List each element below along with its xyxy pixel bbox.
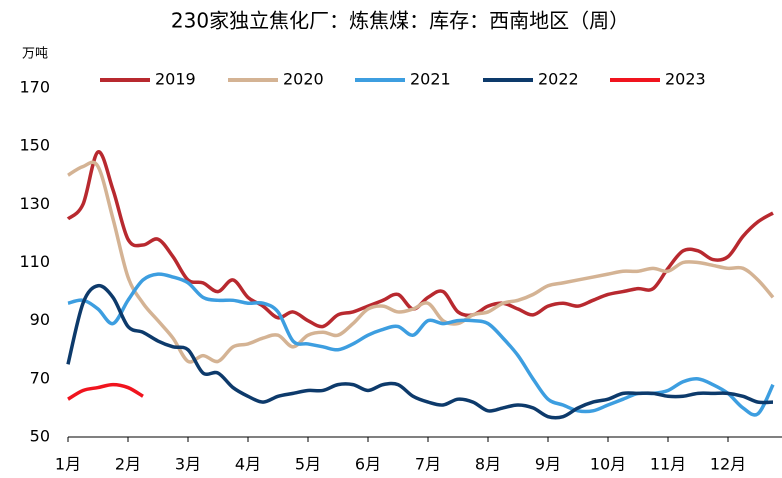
legend-label: 2019 bbox=[155, 70, 196, 89]
x-tick-label: 9月 bbox=[535, 455, 561, 474]
x-tick-label: 7月 bbox=[415, 455, 441, 474]
x-tick-label: 10月 bbox=[590, 455, 626, 474]
x-tick-label: 3月 bbox=[175, 455, 201, 474]
series-line bbox=[67, 160, 775, 364]
x-tick-label: 5月 bbox=[295, 455, 321, 474]
x-tick-label: 4月 bbox=[235, 455, 261, 474]
x-tick-label: 8月 bbox=[475, 455, 501, 474]
y-tick-label: 50 bbox=[30, 427, 50, 446]
x-tick-label: 6月 bbox=[355, 455, 381, 474]
y-tick-label: 150 bbox=[19, 136, 50, 155]
x-tick-label: 11月 bbox=[650, 455, 686, 474]
series-line bbox=[67, 382, 144, 401]
series-line bbox=[66, 150, 774, 329]
legend-label: 2021 bbox=[410, 70, 451, 89]
series-line bbox=[67, 272, 775, 417]
legend-label: 2020 bbox=[283, 70, 324, 89]
x-tick-label: 1月 bbox=[55, 455, 81, 474]
y-tick-label: 70 bbox=[30, 368, 50, 387]
y-unit: 万吨 bbox=[22, 47, 48, 62]
y-tick-label: 130 bbox=[19, 194, 50, 213]
y-tick-label: 170 bbox=[19, 78, 50, 97]
y-tick-label: 90 bbox=[30, 310, 50, 329]
legend-label: 2022 bbox=[538, 70, 579, 89]
y-tick-label: 110 bbox=[19, 252, 50, 271]
series-line bbox=[66, 283, 774, 420]
chart-title: 230家独立焦化厂：炼焦煤：库存：西南地区（周） bbox=[171, 9, 629, 33]
x-tick-label: 2月 bbox=[115, 455, 141, 474]
legend-label: 2023 bbox=[665, 70, 706, 89]
x-tick-label: 12月 bbox=[710, 455, 746, 474]
